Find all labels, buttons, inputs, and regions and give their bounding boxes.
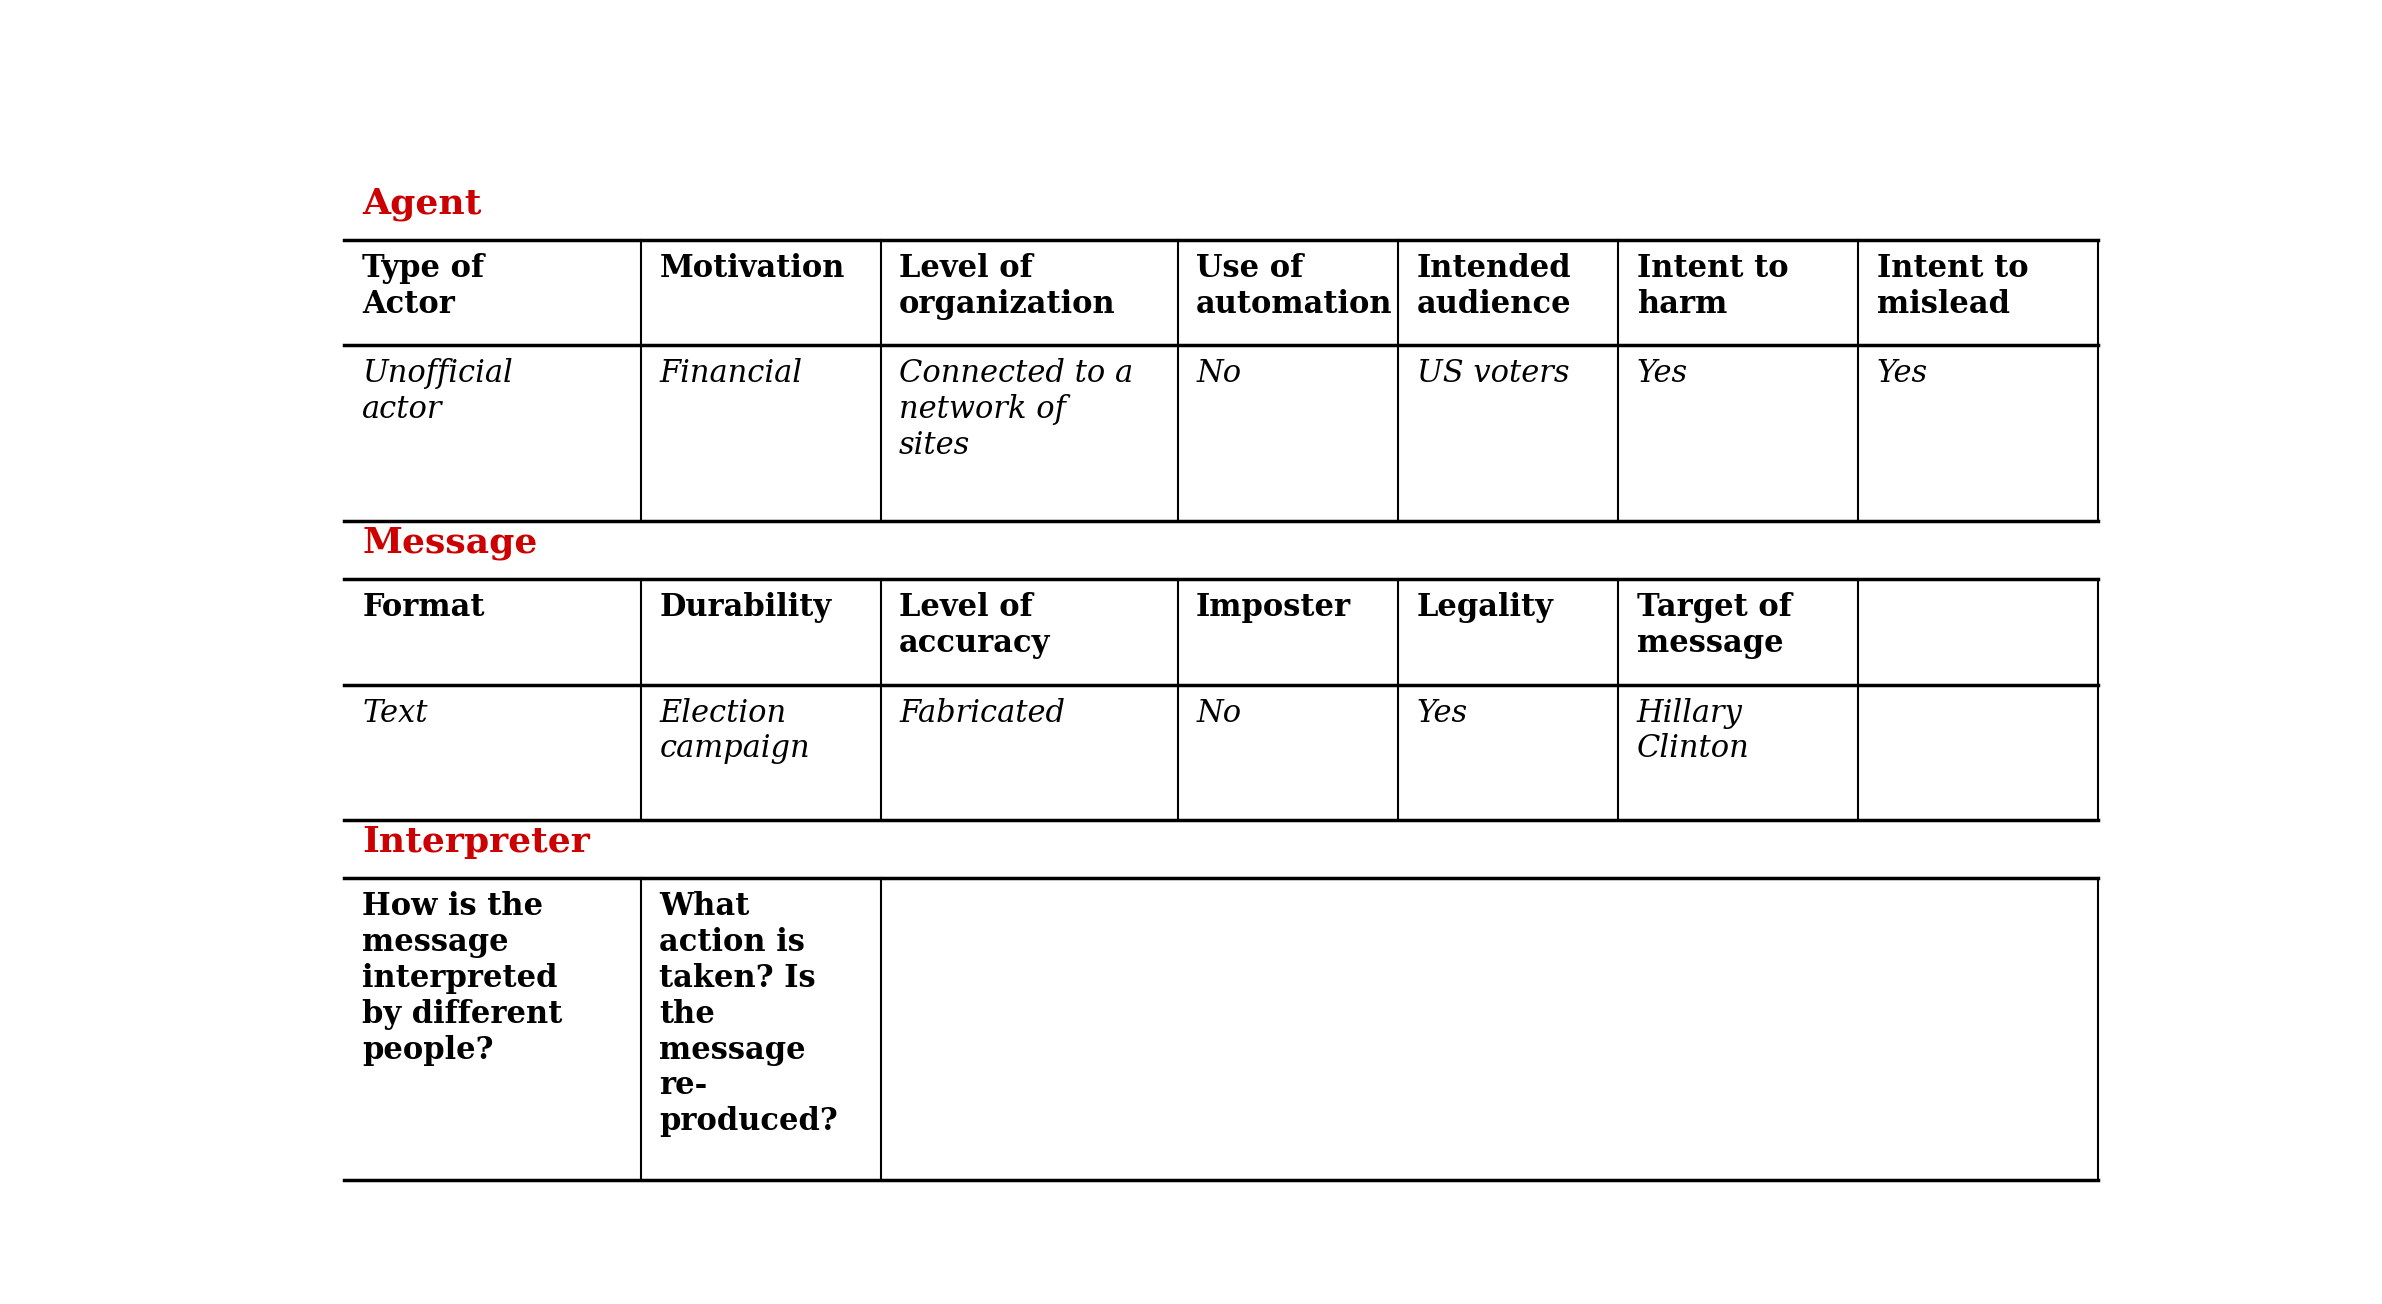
- Text: Fabricated: Fabricated: [898, 698, 1065, 729]
- Text: No: No: [1196, 359, 1241, 390]
- Text: Financial: Financial: [660, 359, 803, 390]
- Text: Imposter: Imposter: [1196, 592, 1351, 623]
- Text: Yes: Yes: [1417, 698, 1467, 729]
- Text: Yes: Yes: [1636, 359, 1689, 390]
- Text: Yes: Yes: [1877, 359, 1927, 390]
- Text: Motivation: Motivation: [660, 253, 846, 284]
- Text: Election
campaign: Election campaign: [660, 698, 810, 764]
- Text: Level of
accuracy: Level of accuracy: [898, 592, 1050, 659]
- Text: Unofficial
actor: Unofficial actor: [362, 359, 512, 425]
- Text: Connected to a
network of
sites: Connected to a network of sites: [898, 359, 1134, 460]
- Text: How is the
message
interpreted
by different
people?: How is the message interpreted by differ…: [362, 892, 562, 1065]
- Text: US voters: US voters: [1417, 359, 1570, 390]
- Text: What
action is
taken? Is
the
message
re-
produced?: What action is taken? Is the message re-…: [660, 892, 838, 1137]
- Text: No: No: [1196, 698, 1241, 729]
- Text: Type of
Actor: Type of Actor: [362, 253, 484, 319]
- Text: Message: Message: [362, 526, 538, 559]
- Text: Intent to
harm: Intent to harm: [1636, 253, 1789, 319]
- Text: Intended
audience: Intended audience: [1417, 253, 1572, 319]
- Text: Intent to
mislead: Intent to mislead: [1877, 253, 2027, 319]
- Text: Legality: Legality: [1417, 592, 1553, 623]
- Text: Durability: Durability: [660, 592, 831, 623]
- Text: Format: Format: [362, 592, 486, 623]
- Text: Target of
message: Target of message: [1636, 592, 1791, 659]
- Text: Use of
automation: Use of automation: [1196, 253, 1393, 319]
- Text: Hillary
Clinton: Hillary Clinton: [1636, 698, 1751, 764]
- Text: Level of
organization: Level of organization: [898, 253, 1115, 319]
- Text: Text: Text: [362, 698, 429, 729]
- Text: Agent: Agent: [362, 186, 481, 220]
- Text: Interpreter: Interpreter: [362, 825, 591, 859]
